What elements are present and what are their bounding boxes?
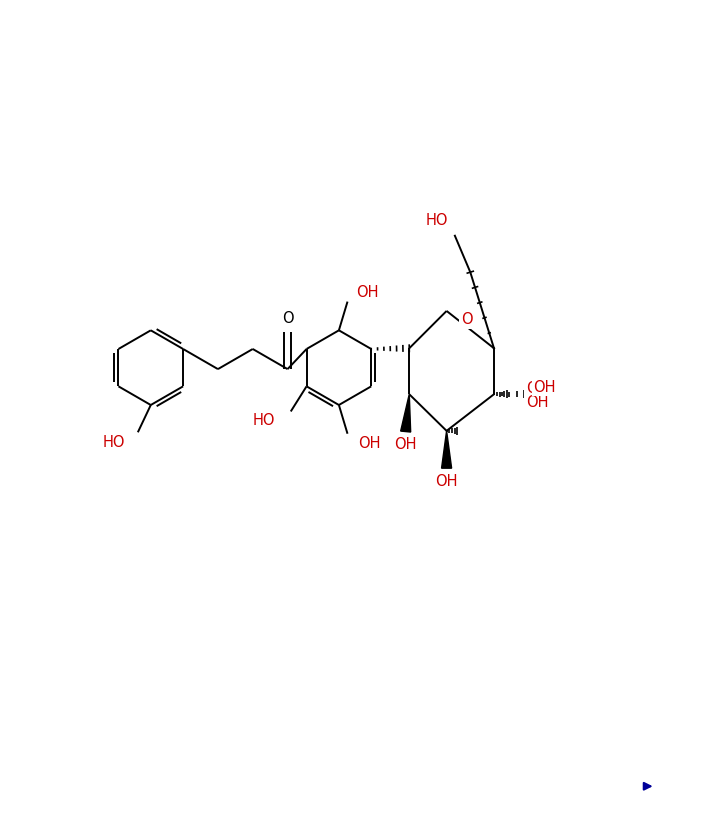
Text: OH: OH (394, 437, 417, 452)
Text: OH: OH (526, 396, 549, 411)
Text: HO: HO (102, 435, 125, 450)
Polygon shape (401, 394, 411, 432)
Text: OH: OH (526, 381, 549, 396)
Text: OH: OH (435, 473, 458, 489)
Text: OH: OH (358, 437, 381, 452)
Text: HO: HO (252, 412, 275, 427)
Text: O: O (281, 312, 294, 326)
Polygon shape (442, 431, 452, 468)
Text: OH: OH (356, 286, 379, 301)
Text: HO: HO (425, 213, 448, 228)
Text: O: O (461, 312, 472, 327)
Text: OH: OH (533, 380, 556, 395)
